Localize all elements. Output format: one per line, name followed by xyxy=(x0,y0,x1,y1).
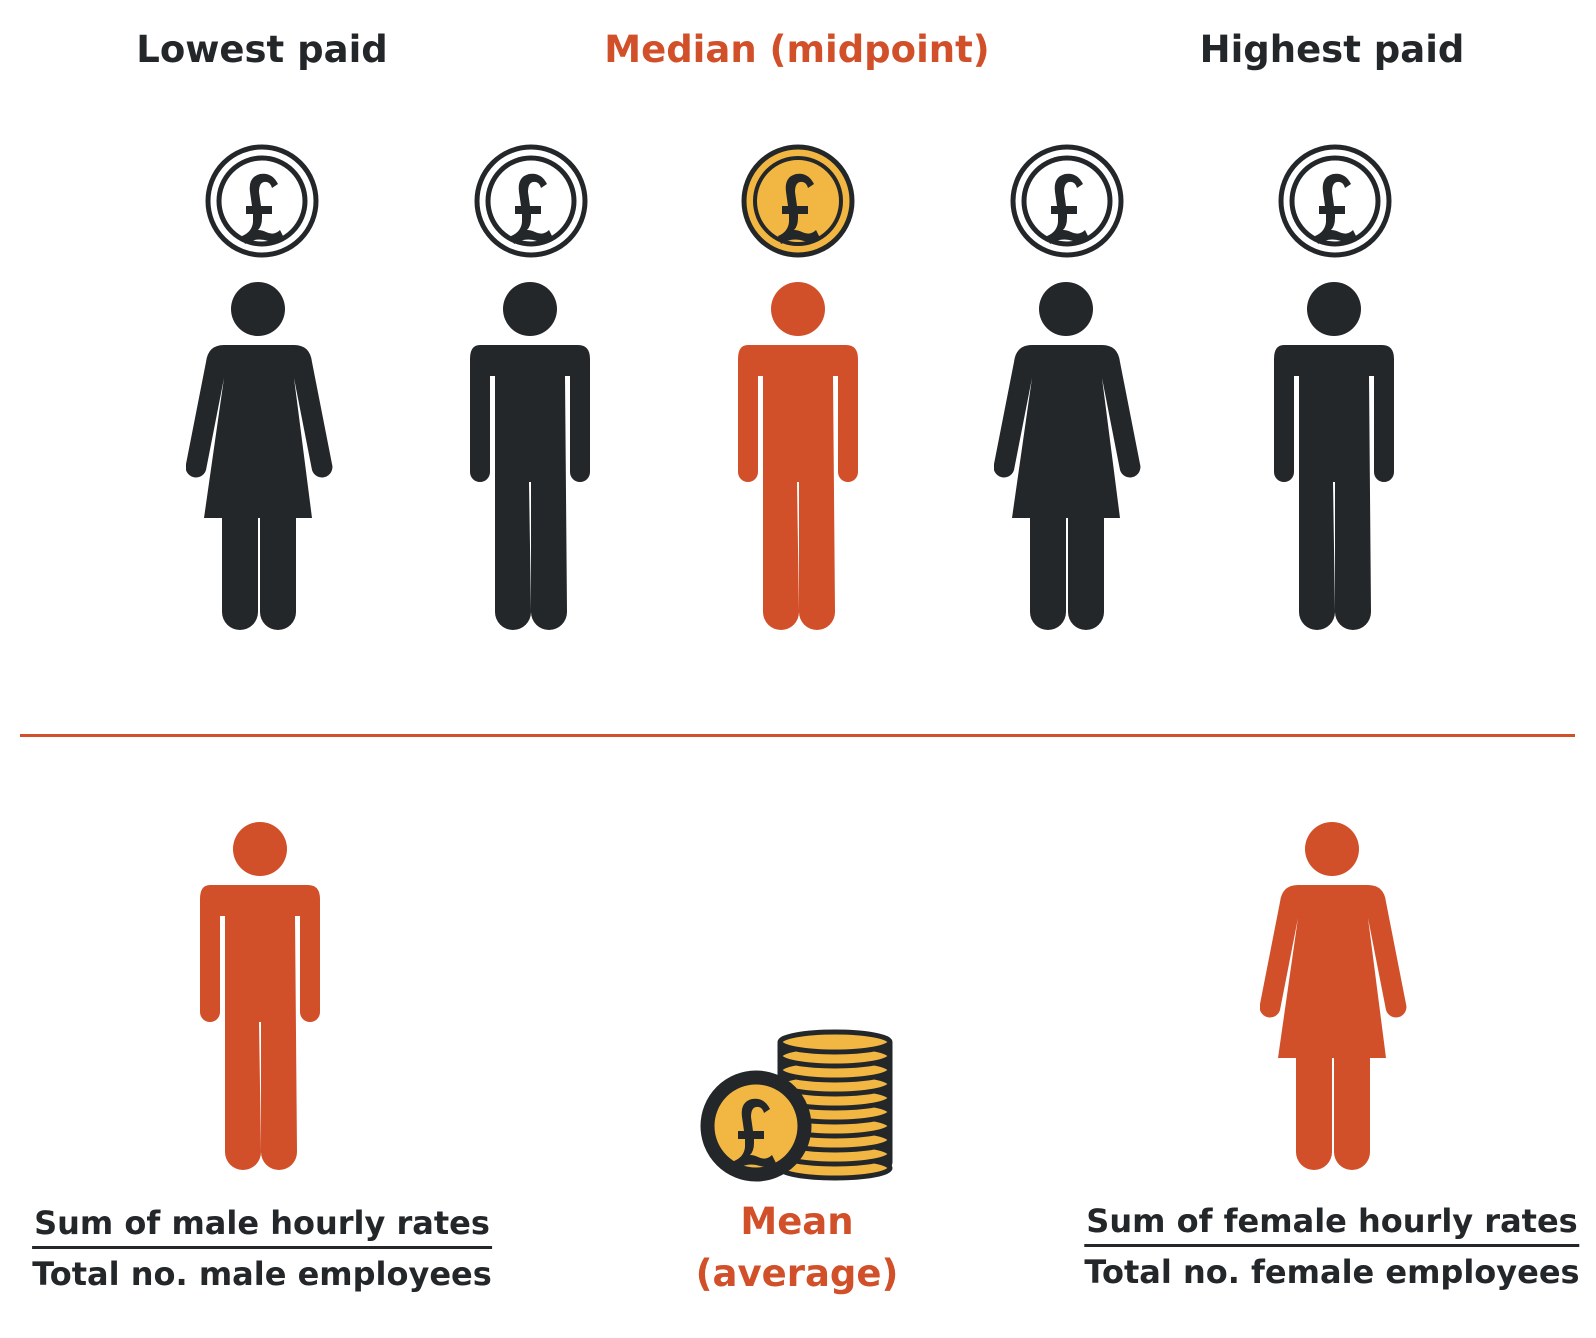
male-person-icon xyxy=(1274,282,1394,630)
coin-stack-icon xyxy=(700,1029,893,1182)
median-label: Median (midpoint) xyxy=(604,28,990,71)
median-male-person-icon xyxy=(738,282,858,630)
mean-label: Mean (average) xyxy=(696,1196,899,1300)
highest-paid-label: Highest paid xyxy=(1199,28,1465,71)
male-mean-formula: Sum of male hourly rates Total no. male … xyxy=(32,1204,492,1293)
pound-coin-icon xyxy=(205,144,319,258)
female-person-icon xyxy=(1260,822,1407,1170)
pound-coin-icon xyxy=(474,144,588,258)
mean-title: Mean xyxy=(740,1200,854,1243)
female-mean-formula: Sum of female hourly rates Total no. fem… xyxy=(1084,1202,1580,1291)
lowest-paid-label: Lowest paid xyxy=(136,28,388,71)
section-divider xyxy=(20,734,1575,737)
male-numerator: Sum of male hourly rates xyxy=(32,1204,492,1249)
gold-pound-coin-icon xyxy=(741,144,855,258)
mean-subtitle: (average) xyxy=(695,1252,899,1295)
female-person-icon xyxy=(994,282,1141,630)
female-person-icon xyxy=(186,282,333,630)
pound-coin-icon xyxy=(1278,144,1392,258)
male-denominator: Total no. male employees xyxy=(32,1255,492,1293)
female-denominator: Total no. female employees xyxy=(1084,1253,1580,1291)
female-numerator: Sum of female hourly rates xyxy=(1084,1202,1580,1247)
male-person-icon xyxy=(200,822,320,1170)
pound-coin-icon xyxy=(1010,144,1124,258)
male-person-icon xyxy=(470,282,590,630)
